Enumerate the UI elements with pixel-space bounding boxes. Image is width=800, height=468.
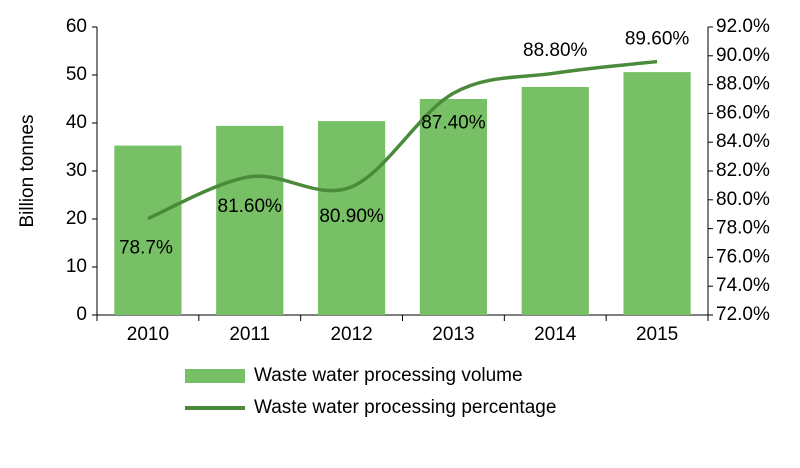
bar [521, 87, 589, 315]
data-label: 81.60% [218, 196, 283, 217]
y-tick-label: 40 [66, 112, 87, 133]
bar [419, 99, 488, 315]
y-tick-label: 0 [76, 304, 87, 325]
y2-tick-label: 76.0% [716, 246, 770, 267]
data-label: 89.60% [625, 29, 690, 50]
data-label: 88.80% [523, 40, 588, 61]
y2-tick-label: 90.0% [716, 45, 770, 66]
x-tick-label: 2014 [534, 324, 577, 345]
bar [623, 72, 691, 316]
bar [114, 145, 182, 315]
y2-tick-label: 78.0% [716, 218, 770, 239]
y2-tick-label: 82.0% [716, 160, 770, 181]
legend-swatch [185, 369, 245, 383]
x-tick-label: 2012 [330, 324, 372, 345]
bar [216, 125, 284, 315]
y-tick-label: 50 [66, 64, 87, 85]
y2-tick-label: 74.0% [716, 275, 770, 296]
y-axis-label: Billion tonnes [17, 114, 38, 227]
x-tick-label: 2015 [636, 324, 678, 345]
data-label: 87.40% [421, 112, 486, 133]
y-tick-label: 20 [66, 208, 87, 229]
legend-label: Waste water processing percentage [254, 397, 556, 418]
x-tick-label: 2013 [432, 324, 474, 345]
bar [317, 121, 386, 315]
y2-tick-label: 92.0% [716, 16, 770, 37]
line [147, 59, 658, 221]
y2-tick-label: 80.0% [716, 189, 770, 210]
legend-label: Waste water processing volume [254, 365, 523, 386]
y-tick-label: 30 [66, 160, 87, 181]
y-tick-label: 60 [66, 16, 87, 37]
y2-tick-label: 84.0% [716, 131, 770, 152]
data-label: 80.90% [319, 206, 384, 227]
y2-tick-label: 86.0% [716, 102, 770, 123]
y2-tick-label: 88.0% [716, 74, 770, 95]
y2-tick-label: 72.0% [716, 304, 770, 325]
y-tick-label: 10 [66, 256, 87, 277]
data-label: 78.7% [119, 238, 173, 259]
x-tick-label: 2010 [127, 324, 169, 345]
x-tick-label: 2011 [229, 324, 270, 345]
